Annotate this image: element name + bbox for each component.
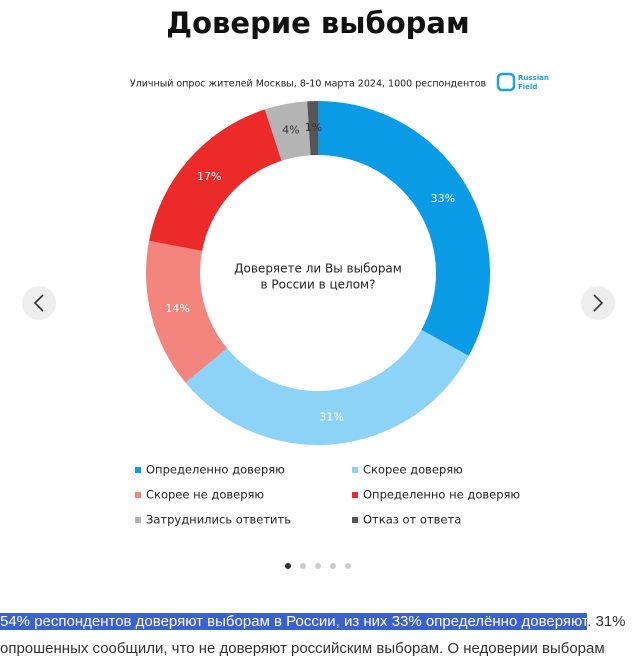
chart-title: Доверие выборам <box>166 6 469 40</box>
legend-swatch <box>135 517 141 523</box>
data-label: 14% <box>165 302 189 315</box>
legend-swatch <box>135 492 141 498</box>
donut-segment <box>185 329 469 445</box>
logo-text: Russian <box>518 74 549 82</box>
carousel-dot[interactable] <box>330 563 336 569</box>
legend-label: Отказ от ответа <box>363 513 461 527</box>
legend-label: Скорее не доверяю <box>146 488 264 502</box>
prev-button[interactable] <box>22 286 56 320</box>
next-arrow[interactable] <box>593 294 604 312</box>
prev-arrow[interactable] <box>33 294 44 312</box>
center-text: Доверяете ли Вы выборам <box>234 262 402 276</box>
donut-segment <box>264 101 311 161</box>
carousel-dot[interactable] <box>285 563 291 569</box>
article-line: 54% респондентов доверяют выборам в Росс… <box>0 608 640 635</box>
logo-icon <box>496 72 516 92</box>
legend-label: Определенно не доверяю <box>363 488 520 502</box>
donut-segment <box>146 240 228 383</box>
donut-segment <box>318 101 491 356</box>
legend-swatch <box>352 467 358 473</box>
legend-label: Определенно доверяю <box>146 463 285 477</box>
logo-text: Field <box>518 83 537 91</box>
carousel-dot[interactable] <box>315 563 321 569</box>
article: 54% респондентов доверяют выборам в Росс… <box>0 608 640 662</box>
article-line: опрошенных сообщили, что не доверяют рос… <box>0 640 605 657</box>
data-label: 1% <box>305 121 322 134</box>
carousel-dot[interactable] <box>345 563 351 569</box>
article-text: . 31% <box>587 613 626 630</box>
legend-swatch <box>135 467 141 473</box>
carousel-dot[interactable] <box>300 563 306 569</box>
next-button[interactable] <box>581 286 615 320</box>
data-label: 33% <box>431 192 455 205</box>
donut-segment <box>307 101 318 156</box>
data-label: 31% <box>319 410 343 423</box>
center-text: в России в целом? <box>261 278 376 292</box>
data-label: 4% <box>282 124 299 137</box>
donut-segment <box>149 109 282 251</box>
data-label: 17% <box>197 170 221 183</box>
legend-label: Затруднились ответить <box>146 513 291 527</box>
highlighted-text: 54% респондентов доверяют выборам в Росс… <box>0 613 588 630</box>
next-button-bg[interactable] <box>581 286 615 320</box>
legend-swatch <box>352 492 358 498</box>
chart-subtitle: Уличный опрос жителей Москвы, 8-10 марта… <box>130 79 487 90</box>
legend-swatch <box>352 517 358 523</box>
prev-button-bg[interactable] <box>22 286 56 320</box>
legend-label: Скорее доверяю <box>363 463 463 477</box>
chart: Доверие выборам Уличный опрос жителей Мо… <box>22 6 615 569</box>
